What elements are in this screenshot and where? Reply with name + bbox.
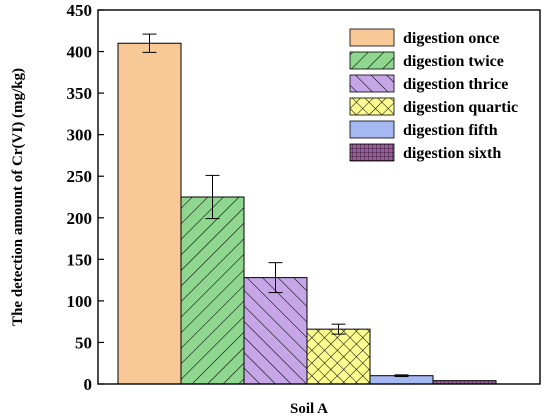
legend-swatch-outline [349, 28, 395, 47]
legend-swatch-pattern [350, 52, 394, 69]
bar-digestion-quartic [306, 328, 371, 385]
bars-layer [117, 42, 497, 385]
bar-pattern [433, 380, 496, 384]
legend-swatch-outline [349, 97, 395, 116]
legend-item: digestion thrice [349, 74, 508, 93]
bar-pattern [244, 277, 307, 384]
y-axis-ticks: 0 50 100 150 200 250 300 350 400 450 [67, 1, 104, 394]
y-tick-label: 150 [67, 250, 93, 269]
legend-swatch-outline [349, 120, 395, 139]
bar-digestion-twice [180, 196, 245, 385]
legend-swatch [350, 29, 394, 46]
bar-pattern [181, 197, 244, 384]
legend-label: digestion thrice [403, 76, 508, 93]
legend-swatch-pattern [350, 75, 394, 92]
error-bars-layer [142, 33, 409, 378]
legend-item: digestion twice [349, 51, 504, 70]
y-tick-label: 50 [75, 333, 92, 352]
error-bar [268, 262, 283, 294]
legend-swatch-outline [349, 74, 395, 93]
legend-label: digestion once [403, 30, 499, 47]
y-tick-label: 200 [67, 209, 93, 228]
legend-swatch-outline [349, 143, 395, 162]
legend-swatch-pattern [350, 144, 394, 161]
legend-label: digestion quartic [403, 99, 518, 116]
error-bar [331, 323, 346, 335]
legend-swatch-outline [349, 51, 395, 70]
bar-fill [370, 375, 433, 384]
y-tick-label: 300 [67, 126, 93, 145]
legend-swatch [350, 121, 394, 138]
y-axis-title: The detection amount of Cr(VI) (mg/kg) [10, 68, 26, 326]
y-tick-label: 100 [67, 292, 93, 311]
legend-item: digestion once [349, 28, 499, 47]
y-tick-label: 0 [84, 375, 93, 394]
x-axis-title: Soil A [290, 401, 328, 417]
legend-swatch-pattern [350, 98, 394, 115]
bar-digestion-thrice [243, 277, 308, 385]
bar-fill [118, 43, 181, 384]
error-bar [205, 174, 220, 220]
plot-frame [97, 9, 541, 385]
bar-digestion-once [117, 42, 182, 385]
y-tick-label: 450 [67, 1, 93, 20]
y-tick-label: 250 [67, 167, 93, 186]
legend-label: digestion sixth [403, 145, 501, 162]
legend: digestion once digestion twice digestion t… [349, 28, 518, 162]
legend-label: digestion twice [403, 53, 504, 70]
y-tick-label: 400 [67, 43, 93, 62]
legend-item: digestion fifth [349, 120, 498, 139]
legend-item: digestion quartic [349, 97, 518, 116]
error-bar [142, 33, 157, 53]
legend-label: digestion fifth [403, 122, 498, 139]
error-bar [394, 374, 409, 378]
legend-item: digestion sixth [349, 143, 501, 162]
bar-pattern [307, 329, 370, 384]
y-tick-label: 350 [67, 84, 93, 103]
